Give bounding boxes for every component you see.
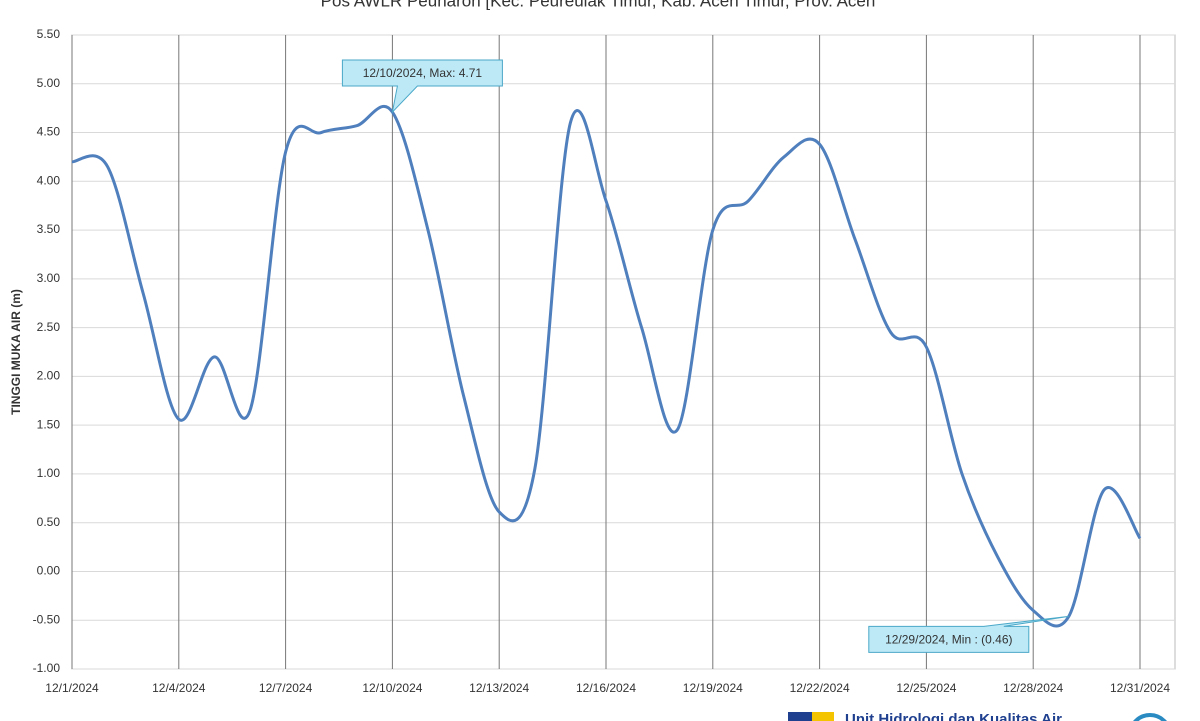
logo (788, 712, 834, 721)
logo (812, 712, 834, 721)
y-axis-label: TINGGI MUKA AIR (m) (9, 289, 23, 415)
data-line (71, 104, 1142, 628)
annotation-box (341, 59, 503, 114)
x-tick-label: 12/19/2024 (683, 681, 743, 695)
x-tick-label: 12/16/2024 (576, 681, 636, 695)
y-tick-label: 1.50 (37, 417, 61, 431)
annotation: 12/10/2024, Max: 4.71 (341, 59, 503, 114)
y-tick-label: 4.50 (37, 125, 61, 139)
logo (1133, 713, 1167, 721)
y-tick-label: 4.00 (37, 173, 61, 187)
chart-title: Pos AWLR Peunaron [Kec. Peureulak Timur,… (321, 0, 876, 10)
annotation-box (868, 615, 1069, 653)
x-tick-label: 12/28/2024 (1003, 681, 1063, 695)
annotation: 12/29/2024, Min : (0.46) (868, 615, 1069, 653)
x-tick-label: 12/4/2024 (152, 681, 206, 695)
x-tick-label: 12/25/2024 (896, 681, 956, 695)
x-tick-label: 12/1/2024 (45, 681, 99, 695)
y-tick-label: -0.50 (33, 612, 61, 626)
plot-area (71, 34, 1176, 670)
x-tick-label: 12/31/2024 (1110, 681, 1170, 695)
y-tick-label: 0.00 (37, 564, 61, 578)
y-tick-label: 0.50 (37, 515, 61, 529)
y-tick-label: 5.00 (37, 76, 61, 90)
x-tick-label: 12/13/2024 (469, 681, 529, 695)
y-tick-label: -1.00 (33, 661, 61, 675)
y-tick-label: 5.50 (37, 27, 61, 41)
y-tick-label: 2.00 (37, 369, 61, 383)
y-tick-label: 1.00 (37, 466, 61, 480)
y-tick-label: 3.50 (37, 222, 61, 236)
x-tick-label: 12/7/2024 (259, 681, 313, 695)
y-tick-label: 2.50 (37, 320, 61, 334)
footer: Unit Hidrologi dan Kualitas Air (845, 711, 1062, 721)
y-tick-label: 3.00 (37, 271, 61, 285)
annotation-text: 12/29/2024, Min : (0.46) (885, 633, 1012, 647)
annotation-text: 12/10/2024, Max: 4.71 (363, 66, 483, 80)
x-tick-label: 12/10/2024 (362, 681, 422, 695)
x-tick-label: 12/22/2024 (790, 681, 850, 695)
